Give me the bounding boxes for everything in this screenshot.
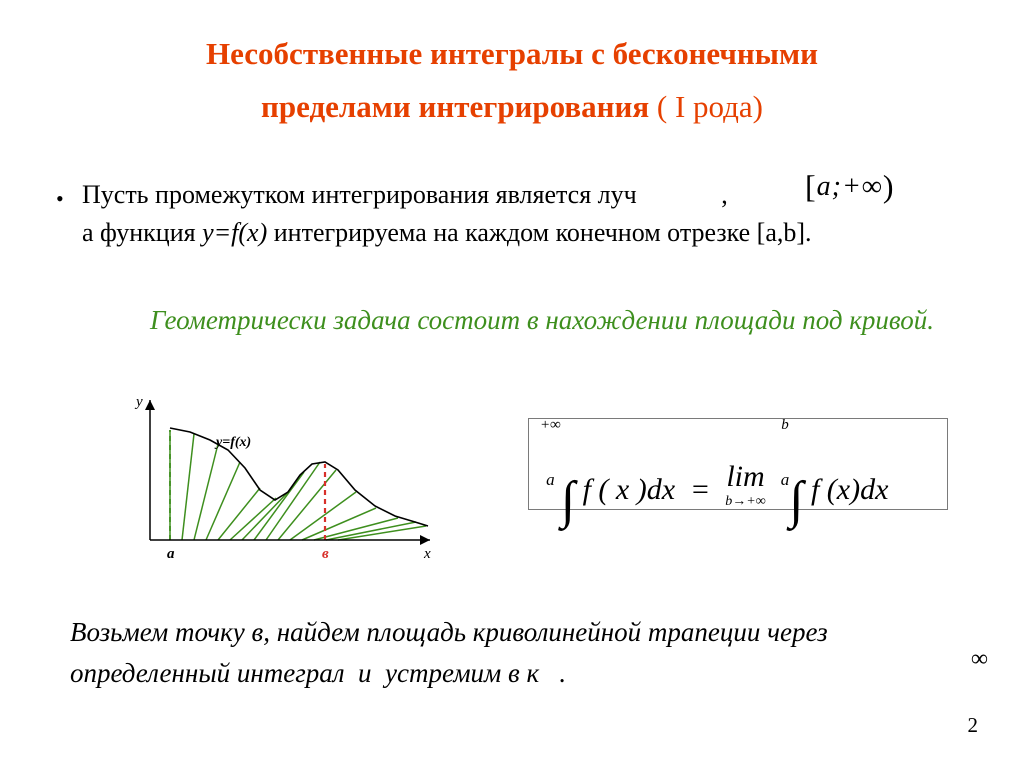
left-bounds: +∞ a [540,418,561,488]
para1-seg2-post: интегрируема на каждом конечном отрезке … [267,218,811,247]
svg-text:y=f(x): y=f(x) [214,435,251,450]
left-upper-bound: +∞ [540,418,561,433]
paragraph-3: Возьмем точку в, найдем площадь криволин… [70,612,964,693]
para1-seg2-pre: а функция [82,218,202,247]
integrand-left: f ( x )dx [583,473,675,506]
right-bounds: b a [781,418,790,488]
left-lower-bound: a [540,471,561,488]
title-suffix: ( I рода) [649,89,763,124]
limit-stack: lim b→+∞ [725,460,765,510]
page-number: 2 [968,713,979,738]
title-line1: Несобственные интегралы с бесконечными [206,36,818,71]
integral-formula: +∞ a ∫ f ( x )dx = lim b→+∞ b a ∫ f (x)d… [540,418,888,519]
svg-text:y: y [134,394,143,410]
slide: Несобственные интегралы с бесконечными п… [0,0,1024,768]
paragraph-1: Пусть промежутком интегрирования являетс… [82,176,964,251]
svg-text:в: в [322,546,329,562]
right-upper-bound: b [781,418,790,433]
svg-text:а: а [167,546,175,562]
integral-graph: y x y=f(x) а в [110,390,450,580]
integral-sign-left: ∫ [561,483,575,519]
para1-seg1: Пусть промежутком интегрирования являетс… [82,180,728,209]
para1-function: y=f(x) [202,218,267,247]
integral-sign-right: ∫ [789,483,803,519]
right-lower-bound: a [781,471,790,488]
title-line2: пределами интегрирования [261,89,649,124]
paragraph-2: Геометрически задача состоит в нахождени… [150,300,944,342]
svg-text:x: x [423,546,431,562]
integrand-right: f (x)dx [811,473,888,506]
bullet-icon: • [56,186,64,212]
limit-text: lim [726,460,764,493]
limit-sub: b→+∞ [725,494,765,510]
slide-title: Несобственные интегралы с бесконечными п… [60,28,964,133]
equals: = [690,473,710,506]
infinity-symbol: ∞ [971,646,988,673]
